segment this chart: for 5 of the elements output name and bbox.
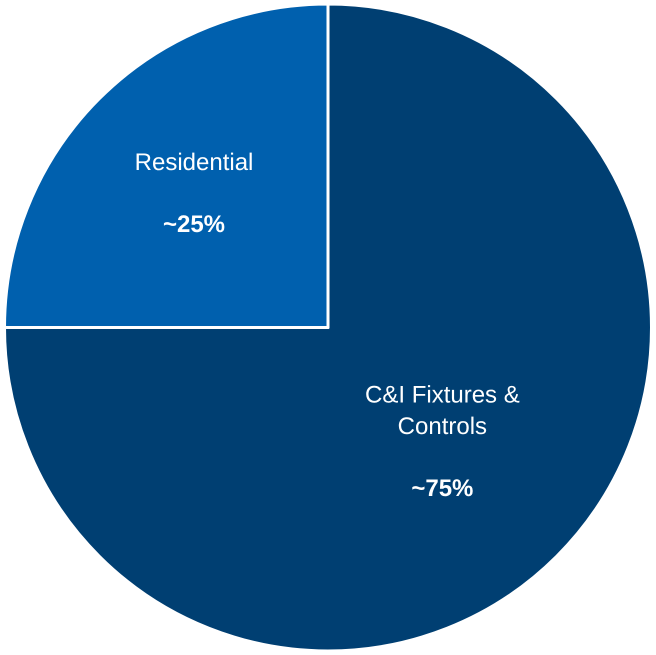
data-label: ~25% — [162, 211, 226, 238]
data-label: ~75% — [411, 475, 474, 502]
pie-slice — [3, 2, 653, 652]
slice-label: C&I Fixtures & Controls — [365, 382, 520, 440]
slice-label: Residential — [134, 148, 254, 176]
